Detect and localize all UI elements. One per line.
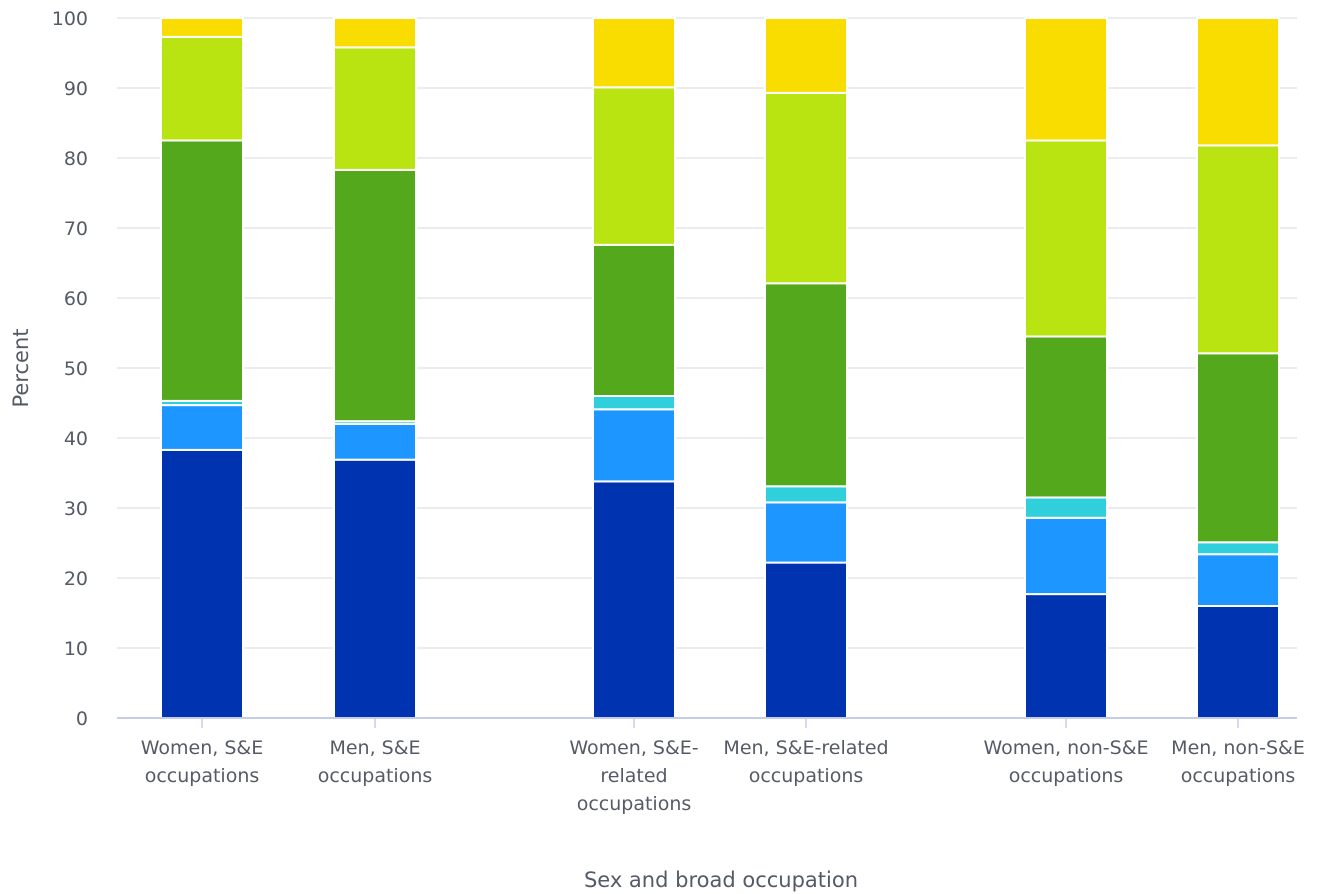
bar-segment xyxy=(1024,593,1108,719)
bar-segment xyxy=(160,448,244,719)
x-category-label: Men, S&E occupations xyxy=(318,737,433,787)
x-category-label-line: occupations xyxy=(1181,765,1296,787)
bar-segment xyxy=(333,168,417,423)
y-tick-label: 70 xyxy=(64,218,88,240)
bar-segment xyxy=(764,91,848,285)
y-tick-label: 20 xyxy=(64,568,88,590)
bar-stack xyxy=(1196,17,1280,719)
x-category-label: Women, non-S&E occupations xyxy=(983,737,1148,787)
gridlines xyxy=(117,17,1297,649)
x-category-label-line: occupations xyxy=(577,793,692,815)
bar-segment xyxy=(1196,553,1280,608)
y-tick-label: 80 xyxy=(64,148,88,170)
bar-stack xyxy=(1024,17,1108,719)
bar-segment xyxy=(333,458,417,719)
x-category-label: Men, S&E-related occupations xyxy=(723,737,888,787)
bar-segment xyxy=(160,139,244,402)
x-category-label-line: Women, S&E xyxy=(141,737,264,759)
bar-segment xyxy=(1024,335,1108,499)
bar-segment xyxy=(592,17,676,89)
bar-segment xyxy=(160,17,244,38)
bar-segment xyxy=(160,35,244,142)
bar-segment xyxy=(1196,17,1280,147)
x-category-label-line: Men, non-S&E xyxy=(1171,737,1305,759)
bar-segment xyxy=(592,86,676,246)
bar-segment xyxy=(1196,352,1280,544)
y-tick-label: 100 xyxy=(52,8,88,30)
x-category-label-line: Men, S&E-related xyxy=(723,737,888,759)
x-category-label-line: occupations xyxy=(145,765,260,787)
bar-stack xyxy=(592,17,676,719)
y-tick-label: 40 xyxy=(64,428,88,450)
bar-segment xyxy=(592,480,676,719)
bar-segment xyxy=(1024,496,1108,519)
y-tick-label: 60 xyxy=(64,288,88,310)
y-tick-label: 10 xyxy=(64,638,88,660)
bar-stack xyxy=(333,17,417,719)
bar-segment xyxy=(160,404,244,451)
x-axis-title: Sex and broad occupation xyxy=(584,868,858,892)
bar-segment xyxy=(764,501,848,564)
bar-segment xyxy=(764,282,848,488)
y-tick-label: 0 xyxy=(76,708,88,730)
x-category-label-line: related xyxy=(600,765,667,787)
bar-segment xyxy=(333,46,417,171)
bar-stack xyxy=(764,17,848,719)
x-category-label-line: Women, non-S&E xyxy=(983,737,1148,759)
bar-segment xyxy=(592,408,676,483)
x-category-label-line: occupations xyxy=(749,765,864,787)
x-category-label: Women, S&E-related occupations xyxy=(569,737,698,815)
x-category-label-line: occupations xyxy=(318,765,433,787)
y-tick-label: 50 xyxy=(64,358,88,380)
x-category-label-line: Women, S&E- xyxy=(569,737,698,759)
bar-segment xyxy=(592,243,676,397)
bar-stack xyxy=(160,17,244,719)
bar-segment xyxy=(764,17,848,94)
bar-segment xyxy=(764,561,848,719)
bar-segment xyxy=(1196,541,1280,556)
x-category-label-line: occupations xyxy=(1009,765,1124,787)
x-axis: Women, S&E occupations Men, S&E occupations… xyxy=(117,717,1305,815)
y-tick-label: 30 xyxy=(64,498,88,520)
y-axis-title: Percent xyxy=(9,328,33,407)
bars xyxy=(160,17,1280,719)
bar-segment xyxy=(333,17,417,49)
bar-segment xyxy=(764,485,848,504)
bar-segment xyxy=(1024,139,1108,338)
x-category-label: Women, S&E occupations xyxy=(141,737,264,787)
bar-segment xyxy=(1196,144,1280,355)
x-category-label-line: Men, S&E xyxy=(329,737,420,759)
bar-segment xyxy=(1196,605,1280,719)
bar-segment xyxy=(592,395,676,411)
bar-segment xyxy=(333,423,417,461)
bar-segment xyxy=(1024,516,1108,596)
x-category-label: Men, non-S&E occupations xyxy=(1171,737,1305,787)
y-axis-ticks: 0 10 20 30 40 50 60 70 80 90 100 xyxy=(52,8,88,730)
y-tick-label: 90 xyxy=(64,78,88,100)
bar-segment xyxy=(1024,17,1108,142)
